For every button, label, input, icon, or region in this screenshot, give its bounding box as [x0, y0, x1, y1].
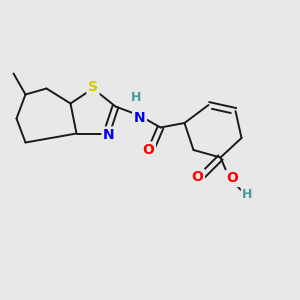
Text: O: O — [226, 172, 238, 185]
Text: N: N — [103, 128, 115, 142]
Text: O: O — [191, 170, 203, 184]
Text: N: N — [134, 111, 145, 125]
Text: O: O — [142, 143, 154, 157]
Text: S: S — [88, 80, 98, 94]
Text: H: H — [242, 188, 253, 202]
Text: H: H — [131, 91, 142, 104]
